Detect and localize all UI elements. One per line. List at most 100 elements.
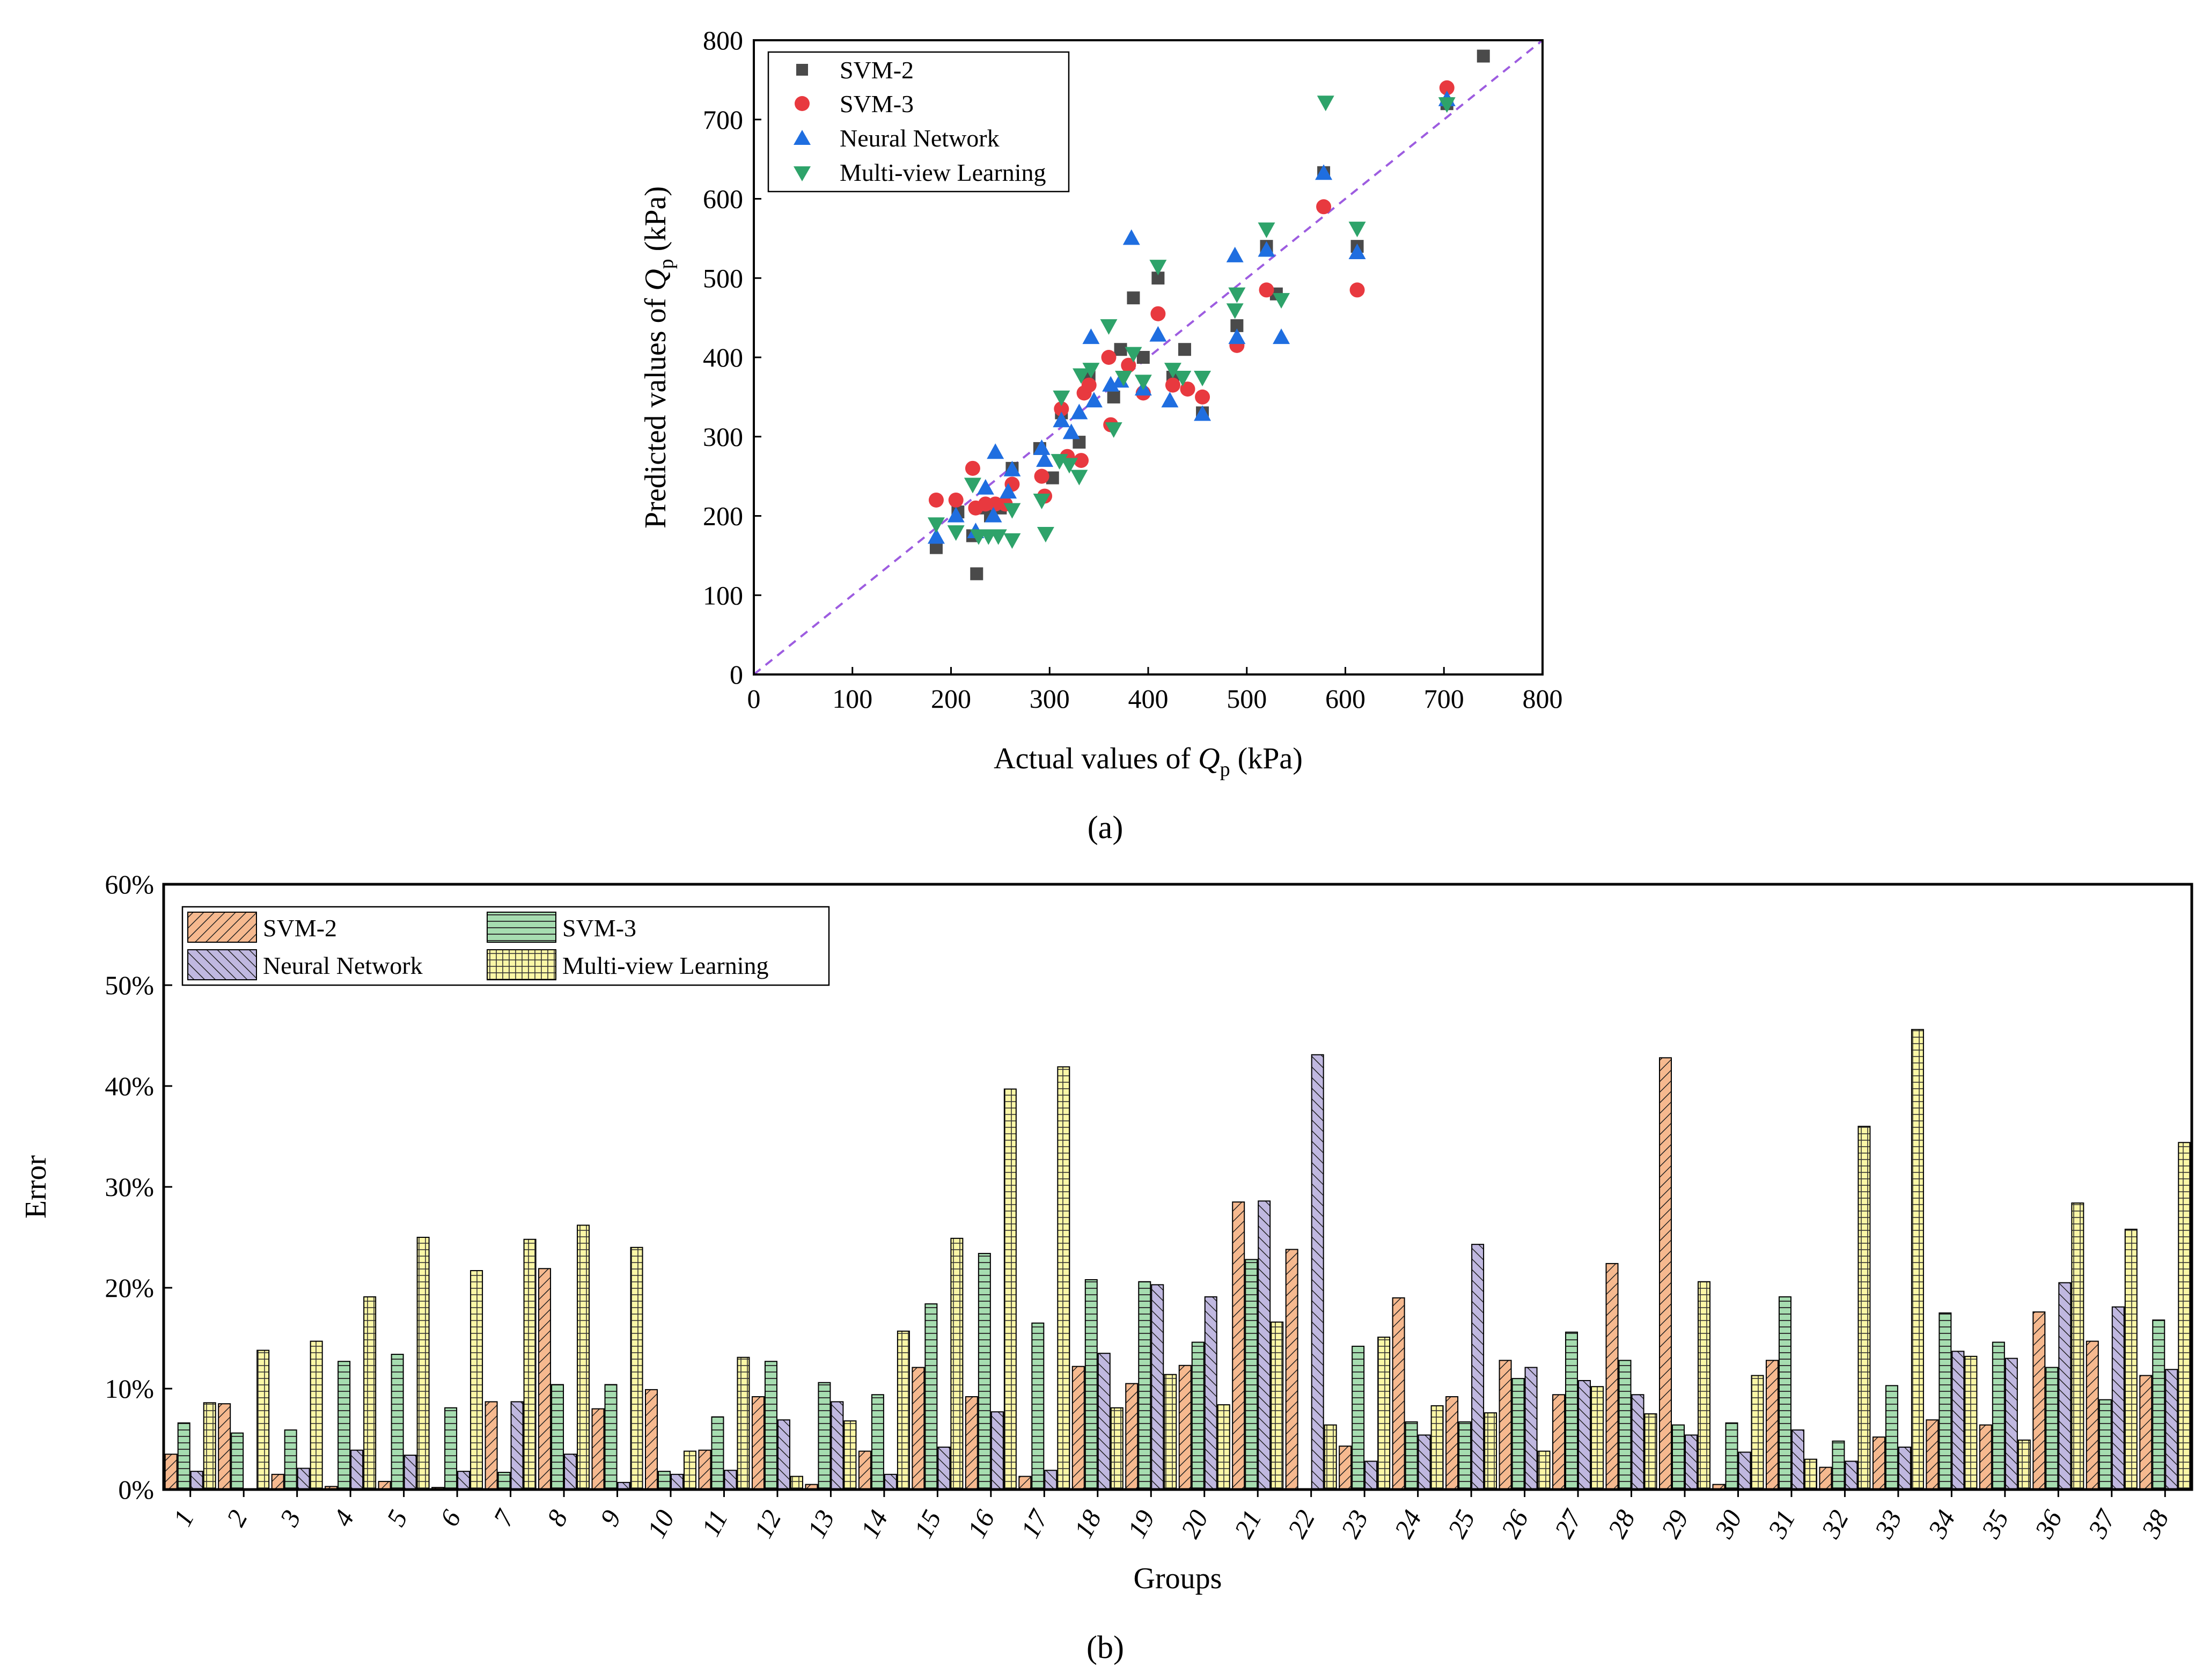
scatter-point-mvl: [1194, 370, 1212, 386]
bar-x-tick-label: 7: [487, 1504, 520, 1531]
bar-svm3: [1565, 1331, 1578, 1490]
scatter-point-nn: [976, 479, 994, 495]
bar-svm3: [1084, 1279, 1098, 1490]
bar-svm2: [698, 1449, 711, 1490]
bar-mvl: [470, 1270, 483, 1491]
bar-svm2: [218, 1403, 231, 1490]
scatter-point-nn: [1315, 164, 1333, 180]
legend-mvl-marker: [794, 166, 811, 181]
bar-mvl: [1964, 1355, 1978, 1491]
bar-svm3: [711, 1416, 724, 1490]
bar-nn: [1097, 1353, 1111, 1490]
bar-svm3: [1885, 1385, 1898, 1491]
bar-x-tick-label: 26: [1495, 1505, 1534, 1543]
bar-svm2: [484, 1401, 498, 1490]
bar-mvl: [1537, 1450, 1551, 1491]
bar-group-18: [1071, 1279, 1124, 1490]
bar-svm2: [1339, 1446, 1352, 1490]
scatter-point-mvl: [1073, 368, 1090, 384]
bar-x-tick-label: 18: [1068, 1505, 1107, 1543]
bar-group-17: [1018, 1066, 1070, 1491]
scatter-point-svm3: [1316, 199, 1332, 215]
bar-svm3: [1992, 1341, 2005, 1491]
bar-nn: [831, 1401, 844, 1490]
bar-x-axis-title: Groups: [1134, 1562, 1222, 1595]
bar-x-tick-label: 12: [748, 1505, 787, 1543]
bar-svm3: [1031, 1322, 1045, 1491]
bar-mvl: [897, 1330, 910, 1491]
scatter-point-svm3: [1349, 282, 1365, 298]
bar-svm3: [1618, 1360, 1632, 1491]
bar-group-35: [1979, 1341, 2031, 1491]
bar-nn: [190, 1471, 203, 1490]
bar-x-tick-label: 28: [1602, 1505, 1641, 1543]
bar-svm3: [924, 1303, 938, 1491]
legend-mvl-label: Multi-view Learning: [840, 159, 1046, 186]
bar-svm2: [164, 1454, 178, 1490]
bar-nn: [1791, 1429, 1804, 1491]
scatter-point-mvl: [1125, 347, 1142, 363]
scatter-y-tick-label: 100: [703, 580, 743, 610]
bar-nn: [403, 1455, 417, 1491]
reference-diagonal-layer: [753, 39, 1544, 676]
scatter-point-nn: [1003, 460, 1021, 476]
bar-nn: [457, 1471, 471, 1490]
bar-group-23: [1339, 1337, 1391, 1491]
bar-x-tick-label: 1: [167, 1505, 200, 1531]
bar-group-20: [1178, 1296, 1230, 1491]
bar-nn: [1898, 1447, 1911, 1491]
scatter-point-svm3: [1259, 282, 1274, 298]
bar-svm2: [912, 1367, 925, 1491]
bar-group-5: [378, 1237, 430, 1491]
bar-nn: [1258, 1200, 1271, 1491]
bar-x-tick-label: 11: [695, 1505, 733, 1541]
bar-x-tick-label: 35: [1975, 1505, 2014, 1543]
bar-mvl: [1324, 1424, 1337, 1490]
scatter-point-nn: [1102, 376, 1120, 392]
bar-x-tick-label: 20: [1175, 1505, 1214, 1543]
bar-mvl: [1644, 1413, 1657, 1490]
scatter-y-tick-label: 800: [703, 25, 743, 55]
bar-chart: 0%10%20%30%40%50%60%1 2 3 4 5 6 7 8 9 10 11 12 13 14 1…: [19, 869, 2193, 1665]
bar-x-tick-label: 22: [1281, 1505, 1320, 1543]
bar-group-31: [1765, 1296, 1817, 1491]
bar-x-tick-label: 32: [1815, 1505, 1854, 1543]
bar-y-tick-label: 0%: [118, 1474, 154, 1505]
bar-svm2: [1178, 1364, 1192, 1491]
bar-svm2: [1979, 1424, 1992, 1490]
bar-mvl: [523, 1238, 537, 1490]
scatter-chart: 0 100 200 300 400 500 600 700 800 0 100 200 300 400 50…: [639, 25, 1563, 845]
scatter-series-mvl: [927, 96, 1456, 549]
scatter-point-nn: [927, 528, 945, 544]
bar-svm2: [1926, 1419, 1939, 1491]
scatter-point-svm3: [1034, 468, 1049, 484]
bar-x-tick-label: 4: [327, 1505, 360, 1531]
bar-nn: [1418, 1434, 1431, 1490]
bar-nn: [671, 1473, 684, 1491]
bar-group-15: [912, 1237, 964, 1491]
scatter-point-mvl: [947, 525, 965, 541]
bar-nn: [724, 1470, 737, 1491]
legend-svm2-label: SVM-2: [840, 56, 914, 84]
bar-svm2: [751, 1396, 765, 1491]
bar-mvl: [203, 1402, 216, 1491]
scatter-point-svm3: [1074, 453, 1089, 468]
scatter-point-mvl: [1228, 287, 1246, 303]
scatter-y-tick-label: 400: [703, 342, 743, 372]
scatter-point-svm2: [970, 567, 983, 581]
scatter-point-mvl: [1438, 97, 1456, 113]
bar-group-8: [538, 1224, 590, 1491]
bar-group-24: [1392, 1297, 1444, 1491]
bar-svm2: [538, 1268, 552, 1491]
scatter-point-svm3: [1081, 377, 1097, 393]
bar-nn: [1311, 1054, 1324, 1490]
scatter-axes: 0 100 200 300 400 500 600 700 800 0 100 200 300 400 50…: [703, 25, 1563, 714]
scatter-point-nn: [985, 507, 1002, 523]
scatter-legend-box: [767, 51, 1070, 193]
bar-svm2: [1659, 1057, 1672, 1490]
bar-x-tick-label: 15: [908, 1505, 947, 1543]
bar-svm2: [1232, 1201, 1245, 1490]
scatter-point-nn: [1149, 326, 1167, 342]
bar-y-tick-label: 10%: [105, 1374, 154, 1404]
bar-nn: [990, 1411, 1004, 1490]
